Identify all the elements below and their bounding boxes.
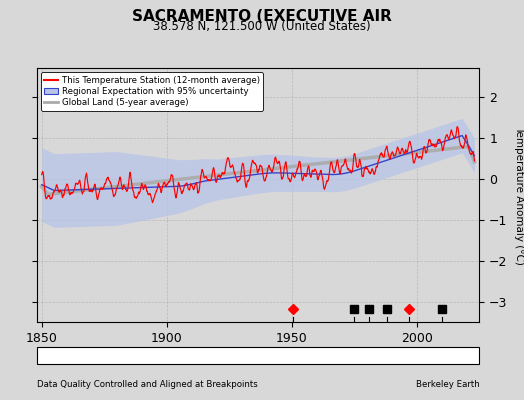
Legend: This Temperature Station (12-month average), Regional Expectation with 95% uncer: This Temperature Station (12-month avera… <box>41 72 263 110</box>
Text: 38.578 N, 121.500 W (United States): 38.578 N, 121.500 W (United States) <box>153 20 371 33</box>
Text: Berkeley Earth: Berkeley Earth <box>416 380 479 389</box>
Text: SACRAMENTO (EXECUTIVE AIR: SACRAMENTO (EXECUTIVE AIR <box>132 9 392 24</box>
Text: ▼: ▼ <box>225 350 233 361</box>
Text: Record Gap: Record Gap <box>148 351 199 360</box>
Text: ◆: ◆ <box>45 350 53 361</box>
Text: ▲: ▲ <box>139 350 146 361</box>
Y-axis label: Temperature Anomaly (°C): Temperature Anomaly (°C) <box>514 126 524 264</box>
Text: Time of Obs. Change: Time of Obs. Change <box>235 351 326 360</box>
Text: ■: ■ <box>359 350 368 361</box>
Text: Data Quality Controlled and Aligned at Breakpoints: Data Quality Controlled and Aligned at B… <box>37 380 257 389</box>
Text: Station Move: Station Move <box>55 351 112 360</box>
Text: Empirical Break: Empirical Break <box>368 351 437 360</box>
